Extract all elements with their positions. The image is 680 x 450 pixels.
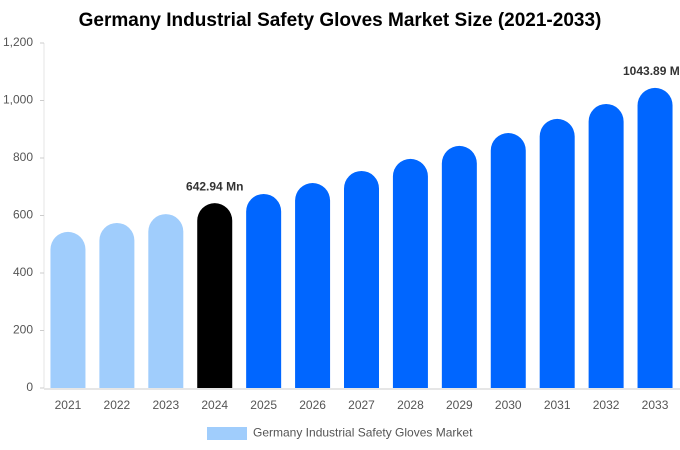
x-tick-label: 2024 (201, 398, 228, 412)
y-tick-label: 600 (13, 208, 33, 222)
bar (490, 132, 526, 388)
x-tick-label: 2027 (348, 398, 375, 412)
bar (441, 145, 477, 388)
x-tick-label: 2023 (152, 398, 179, 412)
x-tick-label: 2032 (593, 398, 620, 412)
bar (197, 203, 233, 388)
bar (148, 214, 184, 388)
data-label: 642.94 Mn (186, 179, 243, 193)
bar (344, 170, 379, 388)
y-tick-label: 200 (13, 323, 33, 337)
y-tick-label: 400 (13, 265, 33, 279)
x-tick-label: 2021 (55, 398, 82, 412)
bar (50, 231, 86, 388)
bar (99, 222, 135, 388)
legend-label: Germany Industrial Safety Gloves Market (253, 426, 473, 440)
legend-swatch (207, 427, 247, 440)
bar (588, 103, 624, 388)
bar (246, 193, 282, 388)
bar (637, 87, 673, 388)
y-tick-label: 1,200 (3, 35, 33, 49)
x-tick-label: 2029 (446, 398, 473, 412)
bar (295, 183, 331, 388)
x-tick-label: 2026 (299, 398, 326, 412)
x-tick-label: 2030 (495, 398, 522, 412)
x-tick-label: 2033 (642, 398, 669, 412)
x-tick-label: 2025 (250, 398, 277, 412)
bar (392, 158, 428, 388)
y-tick-label: 800 (13, 150, 33, 164)
bar (539, 118, 575, 388)
x-tick-label: 2022 (104, 398, 131, 412)
data-label: 1043.89 Mn (623, 64, 680, 78)
y-tick-label: 1,000 (3, 93, 33, 107)
chart-title: Germany Industrial Safety Gloves Market … (79, 10, 602, 31)
y-tick-label: 0 (26, 380, 33, 394)
x-tick-label: 2028 (397, 398, 424, 412)
x-tick-label: 2031 (544, 398, 571, 412)
